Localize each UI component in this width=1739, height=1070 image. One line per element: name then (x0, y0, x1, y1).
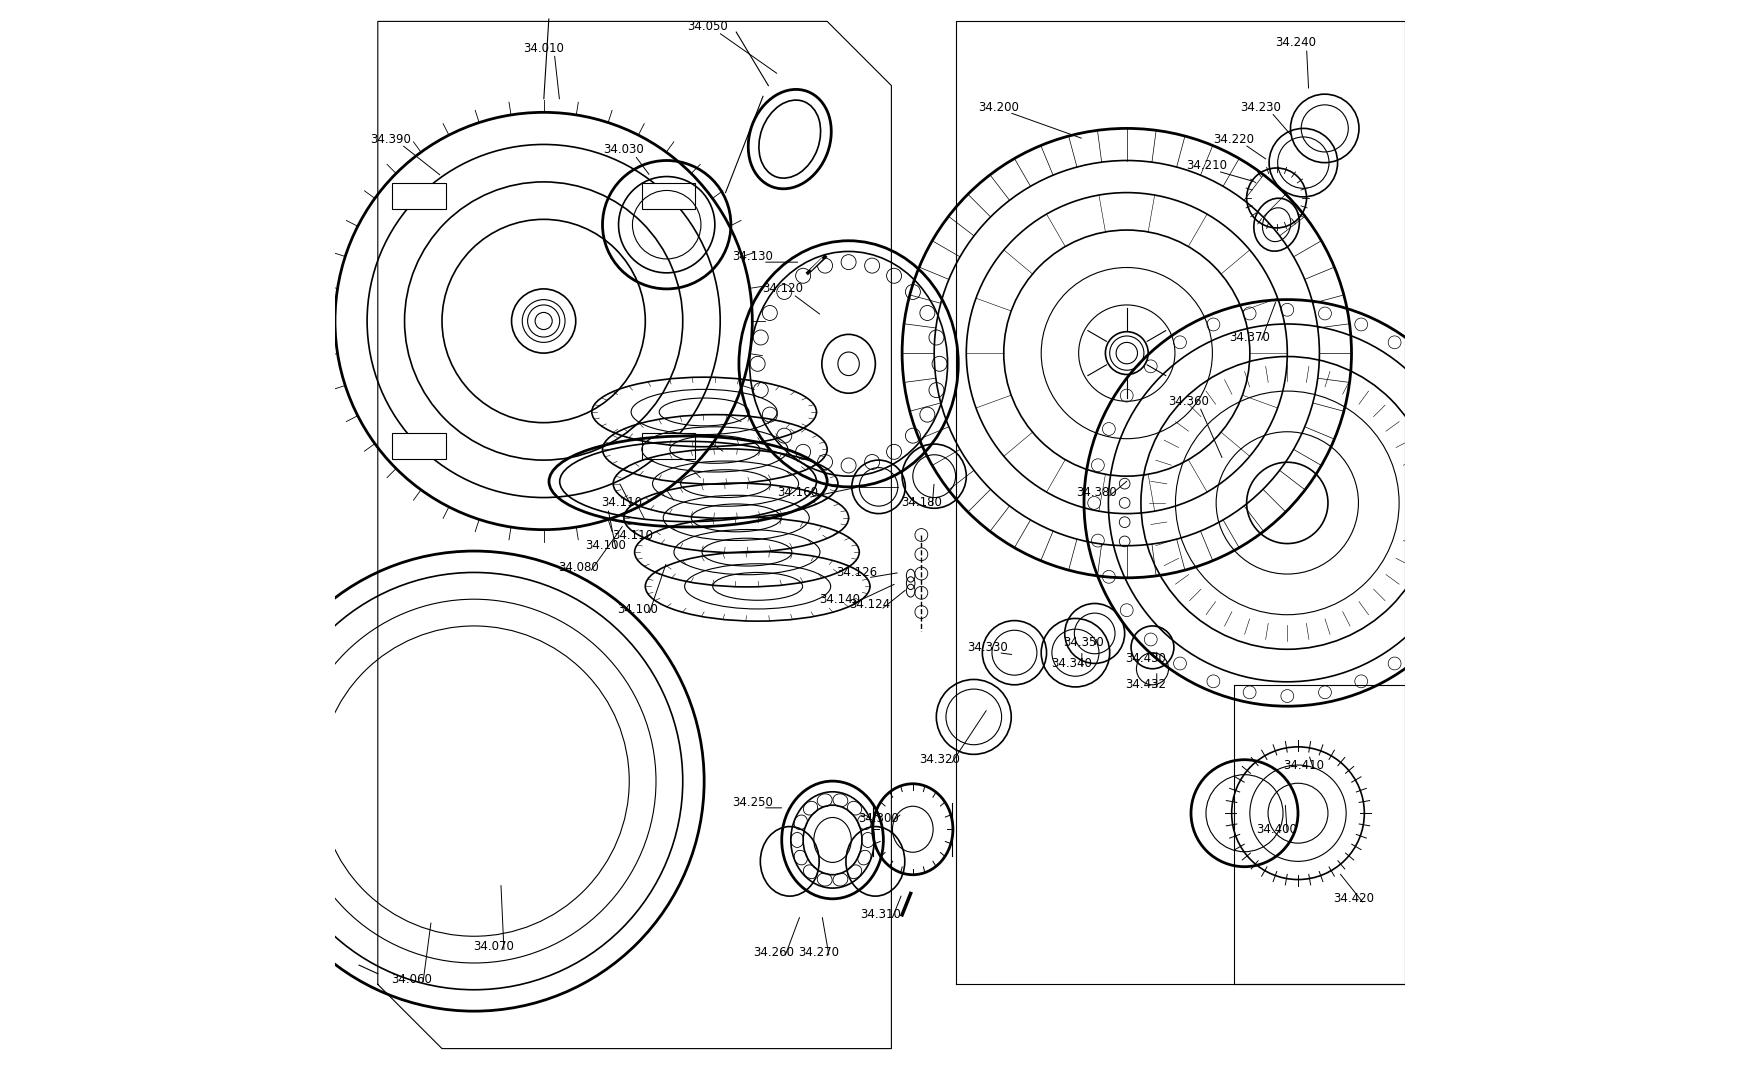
Text: 34.340: 34.340 (1050, 657, 1090, 670)
Text: 34.260: 34.260 (753, 946, 793, 959)
Text: 34.240: 34.240 (1275, 36, 1316, 49)
Text: 34.420: 34.420 (1332, 892, 1374, 905)
Text: 34.400: 34.400 (1256, 823, 1296, 836)
Text: 34.432: 34.432 (1125, 678, 1165, 691)
Text: 34.310: 34.310 (859, 908, 901, 921)
Text: 34.126: 34.126 (836, 566, 876, 579)
Text: 34.130: 34.130 (732, 250, 772, 263)
Text: 34.350: 34.350 (1063, 636, 1104, 648)
Text: 34.110: 34.110 (612, 529, 652, 541)
Text: 34.220: 34.220 (1212, 133, 1254, 146)
Text: 34.060: 34.060 (391, 973, 433, 985)
Text: 34.010: 34.010 (523, 42, 563, 55)
Text: 34.250: 34.250 (732, 796, 772, 809)
Text: 34.050: 34.050 (687, 20, 727, 33)
Text: 34.200: 34.200 (977, 101, 1019, 113)
Text: 34.180: 34.180 (901, 496, 941, 509)
Text: 34.430: 34.430 (1125, 652, 1165, 664)
Text: 34.100: 34.100 (584, 539, 626, 552)
Text: 34.210: 34.210 (1186, 159, 1226, 172)
Text: 34.360: 34.360 (1169, 395, 1209, 408)
Text: 34.330: 34.330 (967, 641, 1007, 654)
FancyBboxPatch shape (391, 183, 445, 209)
Text: 34.140: 34.140 (819, 593, 861, 606)
Text: 34.030: 34.030 (603, 143, 643, 156)
Text: 34.270: 34.270 (798, 946, 838, 959)
Text: 34.380: 34.380 (1076, 486, 1116, 499)
Text: 34.370: 34.370 (1229, 331, 1269, 343)
FancyBboxPatch shape (642, 433, 696, 459)
Text: 34.230: 34.230 (1240, 101, 1280, 113)
Text: 34.410: 34.410 (1282, 759, 1323, 771)
Text: 34.120: 34.120 (762, 282, 802, 295)
Text: 34.100: 34.100 (617, 603, 657, 616)
Text: 34.070: 34.070 (473, 941, 513, 953)
Text: 34.160: 34.160 (776, 486, 817, 499)
Text: 34.080: 34.080 (558, 561, 598, 574)
FancyBboxPatch shape (391, 433, 445, 459)
Text: 34.300: 34.300 (857, 812, 899, 825)
Text: 34.124: 34.124 (849, 598, 890, 611)
Text: 34.110: 34.110 (602, 496, 642, 509)
Text: 34.320: 34.320 (918, 753, 960, 766)
Text: 34.390: 34.390 (370, 133, 410, 146)
FancyBboxPatch shape (642, 183, 696, 209)
